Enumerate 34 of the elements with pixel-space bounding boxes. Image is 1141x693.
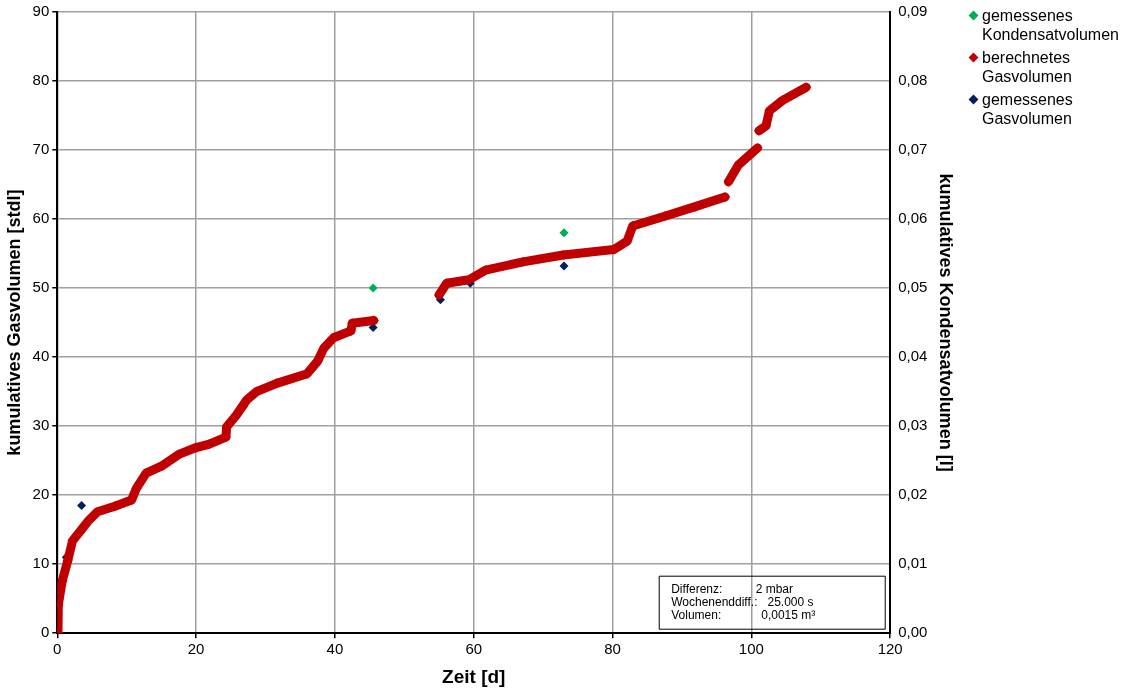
y-tick-label: 70	[32, 140, 50, 158]
annotation: Wochenenddiff.: 25.000 s	[671, 594, 814, 609]
y2-tick-label: 0,02	[898, 485, 928, 503]
y-tick-label: 60	[32, 209, 50, 227]
y2-tick-label: 0,00	[898, 623, 928, 641]
y-tick-label: 20	[32, 485, 50, 503]
y2-tick-label: 0,07	[898, 140, 928, 158]
y2-tick-label: 0,01	[898, 554, 928, 572]
legend-label: gemessenes Gasvolumen	[982, 90, 1074, 128]
x-tick-label: 60	[465, 640, 483, 658]
y2-tick-label: 0,05	[898, 278, 928, 296]
x-tick-label: 120	[877, 640, 903, 658]
y-tick-label: 40	[32, 347, 50, 365]
x-tick-label: 80	[604, 640, 621, 658]
x-tick-label: 0	[53, 640, 62, 658]
y-tick-label: 50	[32, 278, 50, 296]
y-axis-title: kumulatives Gasvolumen [stdl]	[3, 189, 24, 456]
y-tick-label: 30	[32, 416, 50, 434]
y-tick-label: 0	[40, 623, 50, 641]
y2-tick-label: 0,08	[898, 71, 928, 89]
y-tick-label: 80	[32, 71, 50, 89]
x-tick-label: 40	[326, 640, 344, 658]
y2-tick-label: 0,09	[898, 2, 928, 20]
x-tick-label: 100	[738, 640, 764, 658]
y2-tick-label: 0,06	[898, 209, 928, 227]
y2-tick-label: 0,03	[898, 416, 928, 434]
y2-axis-title: kumulatives Kondensatvolumen [l]	[936, 173, 957, 472]
annotation: Volumen: 0,0015 m³	[671, 607, 816, 622]
y-tick-label: 10	[32, 554, 50, 572]
annotation: Differenz: 2 mbar	[671, 581, 794, 596]
y-tick-label: 90	[32, 2, 50, 20]
y2-tick-label: 0,04	[898, 347, 928, 365]
x-axis-title: Zeit [d]	[442, 665, 506, 687]
x-tick-label: 20	[187, 640, 205, 658]
